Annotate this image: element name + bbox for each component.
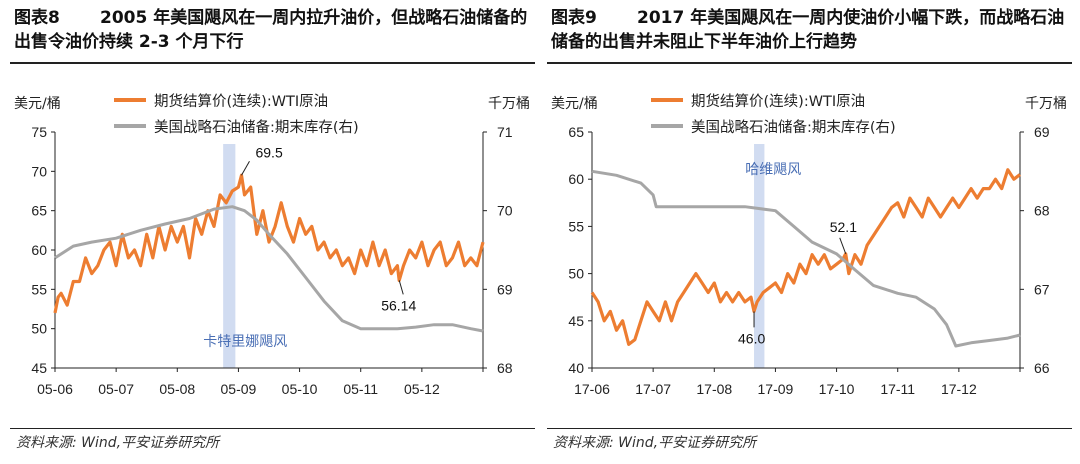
x-tick-label: 05-10	[282, 381, 318, 397]
series-line-0	[590, 168, 1021, 346]
x-tick-label: 17-11	[880, 381, 915, 397]
series-line-1	[54, 205, 484, 333]
left-tick-label: 70	[31, 163, 47, 179]
title-rule	[10, 62, 535, 64]
figure-label: 图表9	[551, 8, 597, 28]
left-tick-label: 60	[31, 242, 47, 258]
x-tick-label: 17-08	[696, 381, 732, 397]
legend-label-0: 期货结算价(连续):WTI原油	[691, 93, 865, 110]
left-tick-label: 65	[568, 124, 584, 140]
chart-svg: 45 50 55 60 65 70 75 68 69 70 71 05-06 05-07 05-08 05-…	[14, 93, 530, 397]
x-tick-label: 17-10	[819, 381, 855, 397]
left-tick-label: 55	[31, 281, 47, 297]
annotation-leader	[839, 237, 847, 254]
left-tick-label: 45	[568, 313, 584, 329]
annotation-leader	[398, 280, 404, 295]
hurricane-band	[754, 144, 765, 368]
x-tick-label: 05-06	[37, 381, 73, 397]
chart-panel-left: 图表8 2005 年美国飓风在一周内拉升油价，但战略石油储备的出售令油价持续 2-…	[10, 0, 535, 464]
right-tick-label: 68	[497, 360, 513, 376]
right-tick-label: 70	[497, 203, 513, 219]
x-tick-label: 05-07	[98, 381, 134, 397]
annotation-label: 46.0	[738, 330, 765, 346]
chart-title: 图表9 2017 年美国飓风在一周内使油价小幅下跌，而战略石油储备的出售并未阻止下…	[551, 6, 1071, 54]
annotation-label: 69.5	[255, 144, 282, 160]
source-note: 资料来源: Wind,平安证券研究所	[16, 435, 220, 451]
left-unit-label: 美元/桶	[14, 96, 61, 112]
legend-label-1: 美国战略石油储备:期末库存(右)	[691, 119, 896, 136]
left-tick-label: 50	[568, 266, 584, 282]
left-tick-label: 40	[568, 360, 584, 376]
chart-panel-right: 图表9 2017 年美国飓风在一周内使油价小幅下跌，而战略石油储备的出售并未阻止下…	[547, 0, 1072, 464]
source-rule	[547, 428, 1072, 429]
legend-label-0: 期货结算价(连续):WTI原油	[154, 93, 328, 110]
title-rule	[547, 62, 1072, 64]
x-tick-label: 17-07	[635, 381, 671, 397]
right-tick-label: 66	[1034, 360, 1050, 376]
source-note: 资料来源: Wind,平安证券研究所	[553, 435, 757, 451]
left-tick-label: 65	[31, 203, 47, 219]
left-tick-label: 55	[568, 218, 584, 234]
x-tick-label: 05-08	[159, 381, 195, 397]
left-tick-label: 45	[31, 360, 47, 376]
x-tick-label: 05-12	[404, 381, 440, 397]
left-tick-label: 50	[31, 321, 47, 337]
band-label: 卡特里娜飓风	[203, 334, 287, 350]
chart-svg: 40 45 50 55 60 65 66 67 68 69 17-06 17-07 17-08 17-09…	[551, 93, 1067, 397]
x-tick-label: 05-11	[343, 381, 378, 397]
annotation-label: 52.1	[830, 219, 857, 235]
annotation-label: 56.14	[381, 297, 416, 313]
left-tick-label: 75	[31, 124, 47, 140]
right-unit-label: 千万桶	[488, 96, 530, 112]
right-tick-label: 68	[1034, 203, 1050, 219]
right-tick-label: 69	[1034, 124, 1050, 140]
legend-label-1: 美国战略石油储备:期末库存(右)	[154, 119, 359, 136]
series-line-1	[591, 169, 1021, 348]
title-text: 2005 年美国飓风在一周内拉升油价，但战略石油储备的出售令油价持续 2-3 个…	[14, 8, 528, 52]
x-tick-label: 17-09	[758, 381, 794, 397]
annotation-leader	[241, 161, 250, 176]
series-line-0	[53, 173, 485, 314]
x-tick-label: 17-12	[941, 381, 977, 397]
source-rule	[10, 428, 535, 429]
right-tick-label: 71	[497, 124, 513, 140]
x-tick-label: 05-09	[221, 381, 257, 397]
left-unit-label: 美元/桶	[551, 96, 598, 112]
right-tick-label: 69	[497, 281, 513, 297]
x-tick-label: 17-06	[574, 381, 610, 397]
right-unit-label: 千万桶	[1025, 96, 1067, 112]
left-tick-label: 60	[568, 171, 584, 187]
figure-label: 图表8	[14, 8, 60, 28]
title-text: 2017 年美国飓风在一周内使油价小幅下跌，而战略石油储备的出售并未阻止下半年油…	[551, 8, 1065, 52]
right-tick-label: 67	[1034, 281, 1050, 297]
chart-title: 图表8 2005 年美国飓风在一周内拉升油价，但战略石油储备的出售令油价持续 2-…	[14, 6, 534, 54]
band-label: 哈维飓风	[745, 162, 801, 178]
